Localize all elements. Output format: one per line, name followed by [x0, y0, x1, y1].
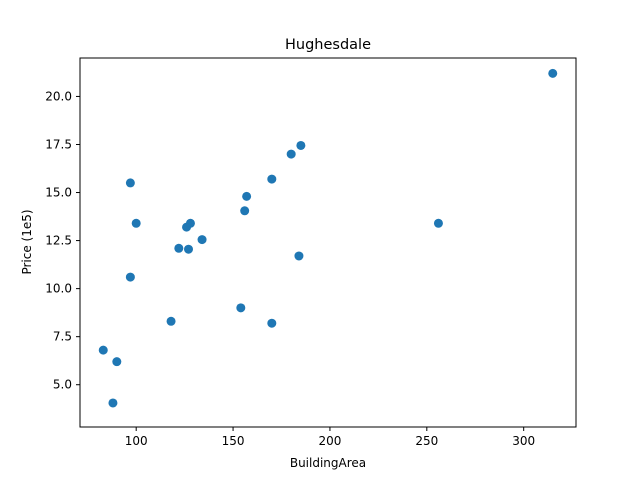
- data-point-19: [296, 140, 306, 150]
- data-point-18: [294, 251, 304, 261]
- y-tick-label-0: 5.0: [53, 378, 72, 392]
- data-point-7: [174, 243, 184, 253]
- x-tick-label-2: 200: [318, 434, 341, 448]
- data-point-17: [286, 149, 296, 159]
- chart-title: Hughesdale: [285, 37, 371, 53]
- y-tick-label-6: 20.0: [45, 89, 72, 103]
- plot-frame: [79, 57, 577, 428]
- x-tick-label-0: 100: [125, 434, 148, 448]
- x-axis-label: BuildingArea: [290, 456, 366, 470]
- data-point-2: [112, 357, 122, 367]
- data-point-3: [125, 178, 135, 188]
- data-point-11: [197, 235, 207, 245]
- y-axis-label: Price (1e5): [20, 209, 34, 274]
- data-point-21: [548, 68, 558, 78]
- data-point-16: [267, 318, 277, 328]
- data-point-14: [242, 191, 252, 201]
- y-tick-label-1: 7.5: [53, 330, 72, 344]
- data-point-4: [125, 272, 135, 282]
- data-point-1: [108, 398, 118, 408]
- data-point-12: [236, 303, 246, 313]
- data-point-15: [267, 174, 277, 184]
- data-point-5: [131, 218, 141, 228]
- y-tick-label-2: 10.0: [45, 282, 72, 296]
- data-point-10: [185, 218, 195, 228]
- x-tick-label-1: 150: [222, 434, 245, 448]
- y-tick-label-3: 12.5: [45, 234, 72, 248]
- data-points: [98, 68, 558, 408]
- data-point-6: [166, 316, 176, 326]
- x-tick-label-4: 300: [512, 434, 535, 448]
- y-axis-ticks: 5.0 7.5 10.0 12.5 15.0 17.5 20.0: [45, 89, 80, 392]
- x-tick-label-3: 250: [415, 434, 438, 448]
- data-point-0: [98, 345, 108, 355]
- data-point-20: [433, 218, 443, 228]
- data-point-13: [240, 206, 250, 216]
- y-tick-label-4: 15.0: [45, 186, 72, 200]
- x-axis-ticks: 100 150 200 250 300: [125, 427, 535, 448]
- data-point-9: [184, 244, 193, 254]
- y-tick-label-5: 17.5: [45, 137, 72, 151]
